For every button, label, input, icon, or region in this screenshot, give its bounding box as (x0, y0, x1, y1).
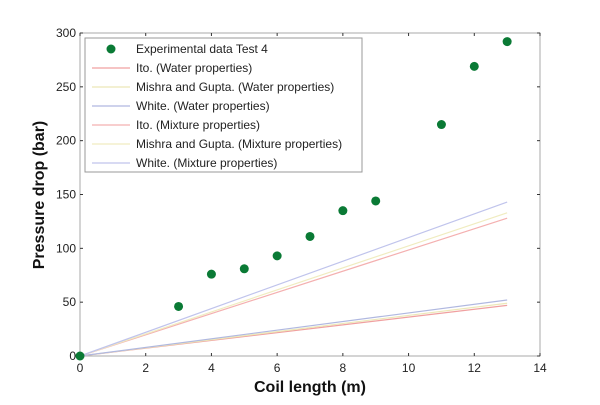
legend-entry: Ito. (Mixture properties) (136, 118, 260, 132)
data-point (338, 206, 348, 216)
data-point (239, 264, 249, 274)
x-tick-label: 2 (142, 361, 149, 375)
y-tick-label: 0 (69, 349, 76, 363)
y-tick-label: 50 (63, 295, 77, 309)
data-point (436, 120, 446, 130)
data-point (272, 251, 282, 261)
data-point (75, 351, 85, 361)
legend-marker-swatch (106, 44, 116, 54)
series-line (79, 201, 508, 357)
x-tick-label: 0 (77, 361, 84, 375)
legend-entry: Mishra and Gupta. (Mixture properties) (136, 137, 342, 151)
data-point (469, 61, 479, 71)
y-tick-label: 250 (56, 80, 76, 94)
series-line (79, 217, 508, 357)
data-point (305, 231, 315, 241)
x-tick-label: 4 (208, 361, 215, 375)
legend-entry: Experimental data Test 4 (136, 42, 268, 56)
legend-entry: White. (Water properties) (136, 99, 270, 113)
data-point (174, 301, 184, 311)
x-tick-label: 8 (340, 361, 347, 375)
y-tick-label: 150 (56, 188, 76, 202)
y-tick-label: 100 (56, 241, 76, 255)
data-point (371, 196, 381, 206)
series-line (79, 212, 508, 357)
x-tick-label: 14 (533, 361, 547, 375)
y-tick-label: 200 (56, 134, 76, 148)
y-tick-label: 300 (56, 26, 76, 40)
series-line (79, 299, 508, 357)
legend-box (84, 37, 363, 173)
legend-entry: White. (Mixture properties) (136, 156, 277, 170)
x-tick-label: 10 (402, 361, 416, 375)
legend-entry: Ito. (Water properties) (136, 61, 252, 75)
data-point (206, 269, 216, 279)
data-point (502, 37, 512, 47)
x-tick-label: 6 (274, 361, 281, 375)
legend: Experimental data Test 4 Ito. (Water prop… (84, 37, 363, 173)
x-axis-label: Coil length (m) (254, 379, 366, 396)
legend-entry: Mishra and Gupta. (Water properties) (136, 80, 334, 94)
y-axis-label: Pressure drop (bar) (31, 121, 48, 269)
x-tick-label: 12 (468, 361, 482, 375)
